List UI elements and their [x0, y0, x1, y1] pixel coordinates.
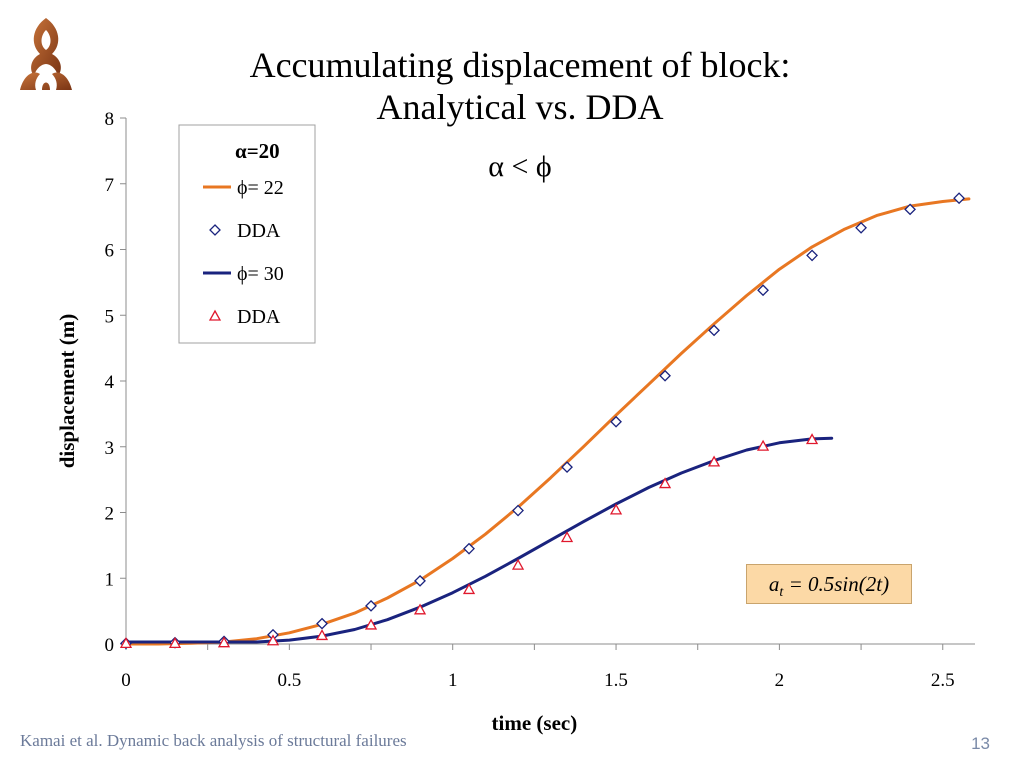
dda-point-triangle	[707, 455, 721, 467]
dda-point-triangle	[119, 637, 133, 648]
y-tick-label: 5	[105, 306, 115, 327]
formula-box: at = 0.5sin(2t)	[746, 564, 912, 604]
legend-entry-label: DDA	[237, 306, 281, 328]
dda-point-triangle	[560, 531, 574, 543]
dda-point-diamond	[659, 369, 671, 382]
y-tick-label: 6	[105, 241, 115, 262]
dda-point-triangle	[609, 503, 623, 515]
y-axis-label: displacement (m)	[55, 314, 79, 469]
slide-title: Accumulating displacement of block: Anal…	[190, 44, 850, 128]
dda-point-diamond	[463, 542, 475, 555]
formula-subscript: t	[779, 585, 784, 601]
legend-header: α=20	[235, 139, 280, 163]
dda-point-diamond	[757, 284, 769, 297]
dda-point-triangle	[168, 637, 182, 648]
formula-rest: = 0.5sin(2t)	[783, 572, 890, 596]
dda-point-diamond	[953, 192, 966, 205]
title-line-2: Analytical vs. DDA	[376, 87, 664, 127]
y-tick-label: 7	[105, 175, 115, 196]
footer-citation: Kamai et al. Dynamic back analysis of st…	[20, 731, 407, 750]
dda-point-triangle	[462, 583, 476, 595]
y-tick-label: 1	[105, 569, 115, 590]
chart-legend: α=20 ϕ= 22 DDA ϕ= 30 DDA	[178, 124, 316, 344]
chart-axes: 0 1 2 3 4 5 6 7 8 0 0.5 1 1.5 2 2.5 time (sec) displacem…	[55, 109, 975, 735]
series-line-1	[124, 197, 971, 646]
legend-entry-label: ϕ= 22	[237, 177, 284, 199]
dda-point-triangle	[364, 618, 378, 630]
slide-subtitle: α < ϕ	[488, 150, 552, 183]
dda-markers-diamond	[120, 192, 966, 650]
dda-point-diamond	[414, 574, 426, 587]
x-tick-label: 2.5	[931, 670, 955, 691]
dda-point-diamond	[316, 617, 328, 630]
dda-markers-triangle	[119, 433, 819, 648]
x-tick-label: 0	[121, 670, 131, 691]
dda-point-diamond	[708, 324, 720, 337]
x-tick-label: 2	[775, 670, 785, 691]
y-tick-label: 2	[105, 504, 115, 525]
x-tick-label: 1.5	[604, 670, 628, 691]
dda-point-diamond	[610, 415, 622, 428]
series-line-2	[124, 436, 834, 644]
dda-point-triangle	[217, 636, 231, 648]
legend-box	[178, 124, 316, 344]
legend-entry-label: DDA	[237, 220, 281, 242]
dda-point-diamond	[512, 504, 524, 517]
dda-point-triangle	[266, 634, 280, 646]
dda-point-triangle	[511, 558, 525, 570]
dda-point-triangle	[315, 629, 329, 641]
dda-point-triangle	[658, 477, 672, 489]
x-tick-label: 1	[448, 670, 458, 691]
legend-marker-swatch	[208, 309, 222, 321]
y-tick-label: 4	[105, 372, 115, 393]
dda-point-diamond	[806, 249, 818, 262]
dda-point-diamond	[561, 461, 573, 474]
dda-point-triangle	[756, 439, 770, 451]
formula-var: a	[768, 572, 780, 596]
chart-series	[119, 192, 971, 650]
dda-point-triangle	[413, 603, 427, 615]
legend-marker-swatch	[209, 224, 221, 236]
legend-entry-label: ϕ= 30	[237, 263, 284, 285]
title-line-1: Accumulating displacement of block:	[249, 45, 791, 85]
y-tick-label: 0	[105, 635, 115, 656]
x-axis-label: time (sec)	[492, 711, 578, 735]
dda-point-diamond	[855, 221, 867, 234]
dda-point-diamond	[365, 599, 377, 612]
university-logo-icon	[20, 18, 72, 90]
page-number: 13	[971, 734, 990, 753]
y-tick-label: 3	[105, 438, 115, 459]
y-tick-label: 8	[105, 109, 115, 130]
dda-point-diamond	[904, 203, 916, 216]
x-tick-label: 0.5	[277, 670, 301, 691]
dda-point-triangle	[805, 433, 819, 445]
